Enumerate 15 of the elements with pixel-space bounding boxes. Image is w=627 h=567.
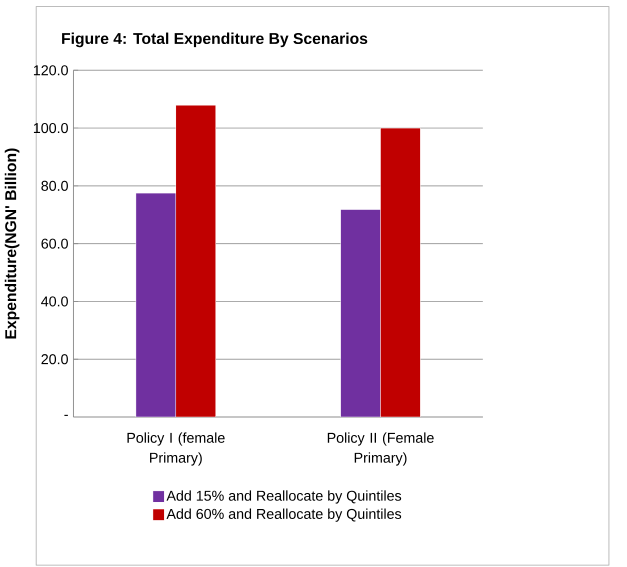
x-tick-label: Policy II (Female Primary) [328, 432, 434, 466]
y-tick-label: 20.0 [41, 354, 68, 364]
y-tick-label: 120.0 [34, 65, 68, 76]
legend-label: Add 60% and Reallocate by Quintiles [166, 508, 402, 522]
y-tick-label: 80.0 [41, 180, 68, 191]
x-tick-label: Policy I (female Primary) [127, 432, 225, 466]
y-tick-label: 60.0 [42, 238, 68, 249]
bar [176, 104, 216, 417]
y-tick-label: - [64, 414, 68, 416]
y-axis-title: Expenditure(NGN' Billion) [4, 148, 20, 338]
legend-label: Add 15% and Reallocate by Quintiles [166, 490, 402, 504]
chart-title: Figure 4: Total Expenditure By Scenarios [62, 32, 368, 48]
y-tick-label: 40.0 [41, 296, 68, 306]
bar [380, 128, 421, 417]
y-tick-label: 100.0 [34, 122, 68, 134]
